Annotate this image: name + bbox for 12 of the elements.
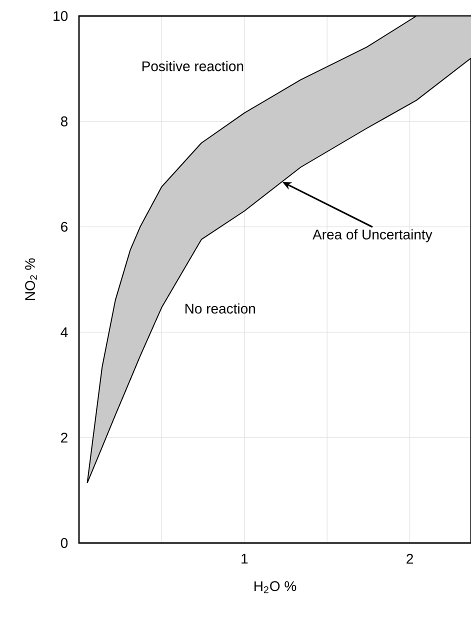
y-tick-label: 2 (61, 432, 68, 442)
y-axis-title: NO$_{2}$ % (25, 258, 38, 300)
y-tick-label: 0 (60, 538, 68, 548)
annotation: No reaction (185, 303, 255, 314)
x-axis-title: H$_{2}$O % (254, 581, 296, 594)
annotation: Positive reaction (142, 60, 244, 72)
y-tick-label: 8 (60, 116, 68, 126)
annotation: Area of Uncertainty (312, 229, 432, 242)
x-tick-label: 1 (242, 554, 248, 564)
y-tick-label: 10 (54, 11, 68, 21)
y-tick-label: 4 (60, 327, 68, 338)
y-tick-label: 6 (61, 222, 68, 232)
